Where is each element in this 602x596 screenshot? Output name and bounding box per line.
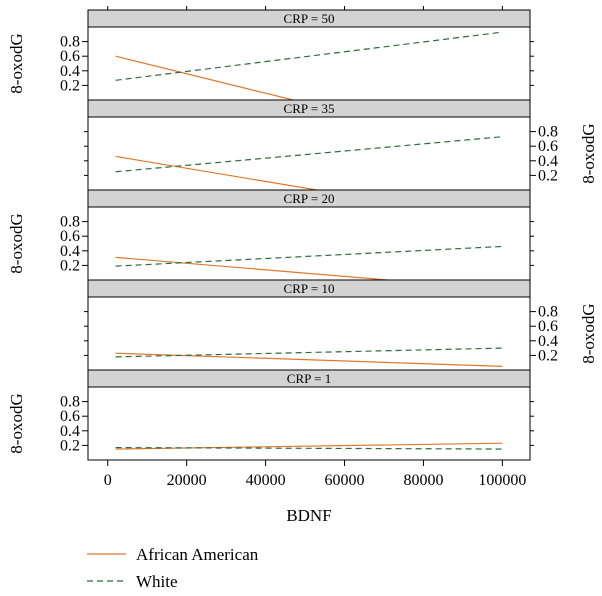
- panel: CRP = 20 0.20.40.60.8 8-oxodG: [7, 189, 534, 281]
- series-line-african-american: [115, 352, 503, 367]
- series-line-white: [115, 347, 503, 358]
- legend-label: African American: [136, 545, 259, 564]
- panel-frame: [87, 26, 531, 101]
- y-tick-label: 0.2: [60, 437, 80, 454]
- panel-frame: [87, 116, 531, 191]
- y-tick-label: 0.4: [538, 153, 558, 170]
- panel: CRP = 10 0.20.40.60.8 8-oxodG: [84, 279, 598, 371]
- y-axis-label: 8-oxodG: [7, 33, 26, 93]
- x-tick-label: 60000: [325, 472, 365, 489]
- x-tick-label: 100000: [478, 472, 526, 489]
- panel-strip-label: CRP = 35: [284, 101, 335, 116]
- y-tick-label: 0.2: [538, 167, 558, 184]
- panel: CRP = 35 0.20.40.60.8 8-oxodG: [84, 99, 598, 191]
- y-tick-label: 0.4: [60, 423, 80, 440]
- series-line-white: [115, 245, 503, 267]
- x-tick-label: 20000: [167, 472, 207, 489]
- y-axis-label: 8-oxodG: [7, 393, 26, 453]
- panel-frame: [87, 296, 531, 371]
- y-tick-label: 0.4: [60, 243, 80, 260]
- y-tick-label: 0.2: [60, 257, 80, 274]
- legend-label: White: [136, 572, 178, 591]
- legend: African American White: [87, 545, 259, 591]
- panel-frame: [87, 206, 531, 281]
- y-axis-label: 8-oxodG: [7, 213, 26, 273]
- panel-strip-label: CRP = 10: [284, 281, 335, 296]
- series-line-african-american: [115, 155, 317, 190]
- series-line-african-american: [115, 256, 388, 280]
- y-tick-label: 0.6: [60, 48, 80, 65]
- y-axis-label: 8-oxodG: [579, 123, 598, 183]
- y-tick-label: 0.8: [60, 394, 80, 411]
- y-tick-label: 0.4: [538, 333, 558, 350]
- y-tick-label: 0.4: [60, 63, 80, 80]
- series-line-white: [115, 446, 503, 450]
- y-tick-label: 0.8: [538, 304, 558, 321]
- y-tick-label: 0.8: [60, 34, 80, 51]
- panel-strip-label: CRP = 1: [287, 371, 331, 386]
- y-axis-label: 8-oxodG: [579, 303, 598, 363]
- panel-strip-label: CRP = 20: [284, 191, 335, 206]
- y-tick-label: 0.6: [60, 408, 80, 425]
- series-line-white: [115, 136, 503, 173]
- y-tick-label: 0.6: [60, 228, 80, 245]
- panel-frame: [87, 386, 531, 461]
- panel: CRP = 1 0.20.40.60.8 8-oxodG: [7, 369, 534, 461]
- panel-strip-label: CRP = 50: [284, 11, 335, 26]
- y-tick-label: 0.6: [538, 318, 558, 335]
- series-line-african-american: [115, 55, 294, 100]
- panel: CRP = 50 0.20.40.60.8 8-oxodG: [7, 9, 534, 101]
- y-tick-label: 0.2: [538, 347, 558, 364]
- y-tick-label: 0.8: [538, 124, 558, 141]
- x-tick-label: 40000: [246, 472, 286, 489]
- x-tick-label: 80000: [403, 472, 443, 489]
- y-tick-label: 0.6: [538, 138, 558, 155]
- y-tick-label: 0.8: [60, 214, 80, 231]
- x-tick-label: 0: [104, 472, 112, 489]
- y-tick-label: 0.2: [60, 77, 80, 94]
- x-axis-label: BDNF: [286, 506, 331, 525]
- series-line-white: [115, 31, 503, 81]
